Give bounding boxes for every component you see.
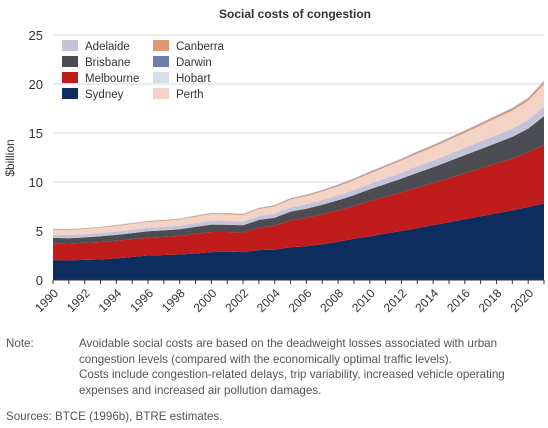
x-tick-label: 1990 xyxy=(32,286,61,315)
sources: Sources: BTCE (1996b), BTRE estimates. xyxy=(6,410,223,423)
legend-swatch xyxy=(153,88,169,99)
area-perth xyxy=(53,84,544,235)
note-label: Note: xyxy=(6,337,34,350)
legend-item-adelaide: Adelaide xyxy=(62,40,130,53)
x-tick-label: 2018 xyxy=(476,286,505,315)
x-tick-label: 1998 xyxy=(159,286,188,315)
legend-item-canberra: Canberra xyxy=(153,40,225,53)
area-melbourne xyxy=(53,144,544,261)
y-tick-label: 20 xyxy=(29,77,43,92)
note-line: congestion levels (compared with the eco… xyxy=(79,352,452,366)
x-tick-label: 2006 xyxy=(286,286,315,315)
legend-item-perth: Perth xyxy=(153,88,204,101)
x-tick-label: 2012 xyxy=(381,286,410,315)
stacked-areas xyxy=(53,80,544,280)
y-tick-label: 25 xyxy=(29,28,43,43)
legend-label: Darwin xyxy=(176,57,212,69)
legend-label: Adelaide xyxy=(85,41,130,53)
y-axis-label: $billion xyxy=(3,139,17,176)
x-tick-label: 1994 xyxy=(96,286,125,315)
x-tick-label: 2002 xyxy=(222,286,251,315)
legend-label: Brisbane xyxy=(85,57,130,69)
legend-item-hobart: Hobart xyxy=(153,72,211,85)
legend-item-melbourne: Melbourne xyxy=(62,72,139,85)
chart: Social costs of congestion 0 5 10 15 20 25 199… xyxy=(3,7,545,315)
legend-label: Sydney xyxy=(85,89,124,101)
legend-label: Hobart xyxy=(176,73,211,85)
legend-item-darwin: Darwin xyxy=(153,56,212,69)
legend-swatch xyxy=(153,72,169,83)
x-tick-label: 1992 xyxy=(64,286,93,315)
x-tick-label: 2008 xyxy=(317,286,346,315)
legend-label: Canberra xyxy=(176,41,225,53)
note-line: Costs include congestion-related delays,… xyxy=(79,368,505,381)
legend-label: Melbourne xyxy=(85,73,139,85)
legend-swatch xyxy=(62,56,78,67)
note-line: Avoidable social costs are based on the … xyxy=(79,337,498,350)
legend-swatch xyxy=(153,40,169,51)
chart-title: Social costs of congestion xyxy=(219,7,371,21)
x-tick-label: 2016 xyxy=(444,286,473,315)
x-tick-label: 2010 xyxy=(349,286,378,315)
note-line: expenses and increased air pollution dam… xyxy=(79,383,322,397)
legend-swatch xyxy=(153,56,169,67)
x-tick-label: 2000 xyxy=(191,286,220,315)
legend-swatch xyxy=(62,72,78,83)
x-tick-label: 2014 xyxy=(412,286,441,315)
legend-label: Perth xyxy=(176,89,204,101)
legend-item-sydney: Sydney xyxy=(62,88,124,101)
note-body: Avoidable social costs are based on the … xyxy=(79,336,539,398)
legend: Adelaide Canberra Brisbane Darwin Melbourne H… xyxy=(62,40,225,101)
x-tick-label: 1996 xyxy=(127,286,156,315)
x-tick-label: 2020 xyxy=(507,286,536,315)
legend-item-brisbane: Brisbane xyxy=(62,56,130,69)
x-tick-label: 2004 xyxy=(254,286,283,315)
legend-swatch xyxy=(62,88,78,99)
y-tick-label: 10 xyxy=(29,175,43,190)
y-tick-label: 0 xyxy=(36,273,43,288)
area-brisbane xyxy=(53,116,544,244)
legend-swatch xyxy=(62,40,78,51)
y-tick-label: 15 xyxy=(29,126,43,141)
y-tick-label: 5 xyxy=(36,224,43,239)
area-sydney xyxy=(53,203,544,280)
